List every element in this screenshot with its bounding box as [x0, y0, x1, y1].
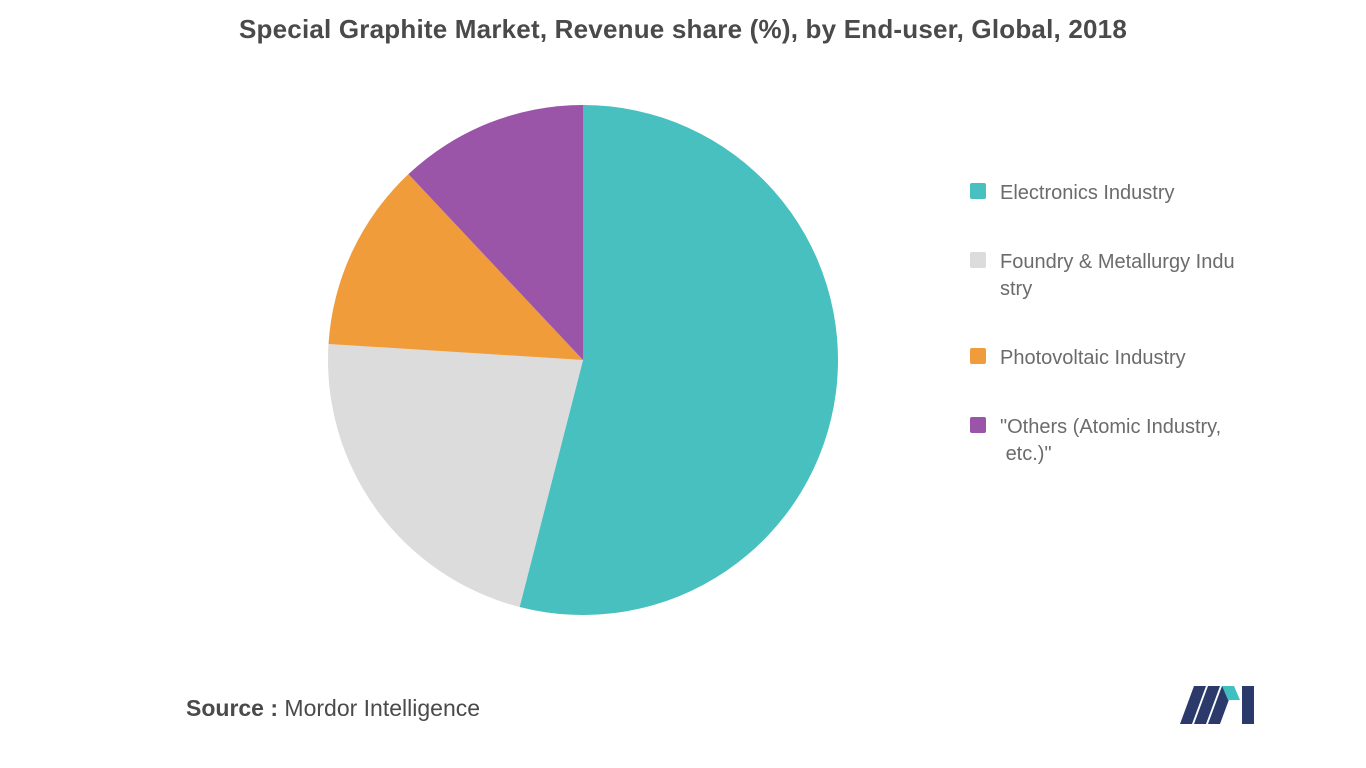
- logo-bar-i: [1242, 686, 1254, 724]
- legend-item-1: Foundry & Metallurgy Indu stry: [970, 249, 1270, 303]
- pie-chart: [328, 105, 838, 615]
- legend-label-3: "Others (Atomic Industry, etc.)": [1000, 414, 1221, 468]
- legend-item-3: "Others (Atomic Industry, etc.)": [970, 414, 1270, 468]
- legend-swatch-0: [970, 183, 986, 199]
- chart-title: Special Graphite Market, Revenue share (…: [0, 14, 1366, 45]
- legend-label-0: Electronics Industry: [1000, 180, 1175, 207]
- legend-label-2: Photovoltaic Industry: [1000, 345, 1186, 372]
- pie-svg: [328, 105, 838, 615]
- legend: Electronics Industry Foundry & Metallurgy…: [970, 180, 1270, 510]
- chart-canvas: Special Graphite Market, Revenue share (…: [0, 0, 1366, 768]
- source-value: Mordor Intelligence: [278, 695, 480, 721]
- source-label: Source :: [186, 695, 278, 721]
- source-line: Source : Mordor Intelligence: [186, 695, 480, 722]
- legend-swatch-2: [970, 348, 986, 364]
- legend-item-2: Photovoltaic Industry: [970, 345, 1270, 372]
- legend-item-0: Electronics Industry: [970, 180, 1270, 207]
- legend-label-1: Foundry & Metallurgy Indu stry: [1000, 249, 1235, 303]
- brand-logo-svg: [1180, 680, 1270, 730]
- legend-swatch-1: [970, 252, 986, 268]
- legend-swatch-3: [970, 417, 986, 433]
- brand-logo: [1180, 680, 1270, 730]
